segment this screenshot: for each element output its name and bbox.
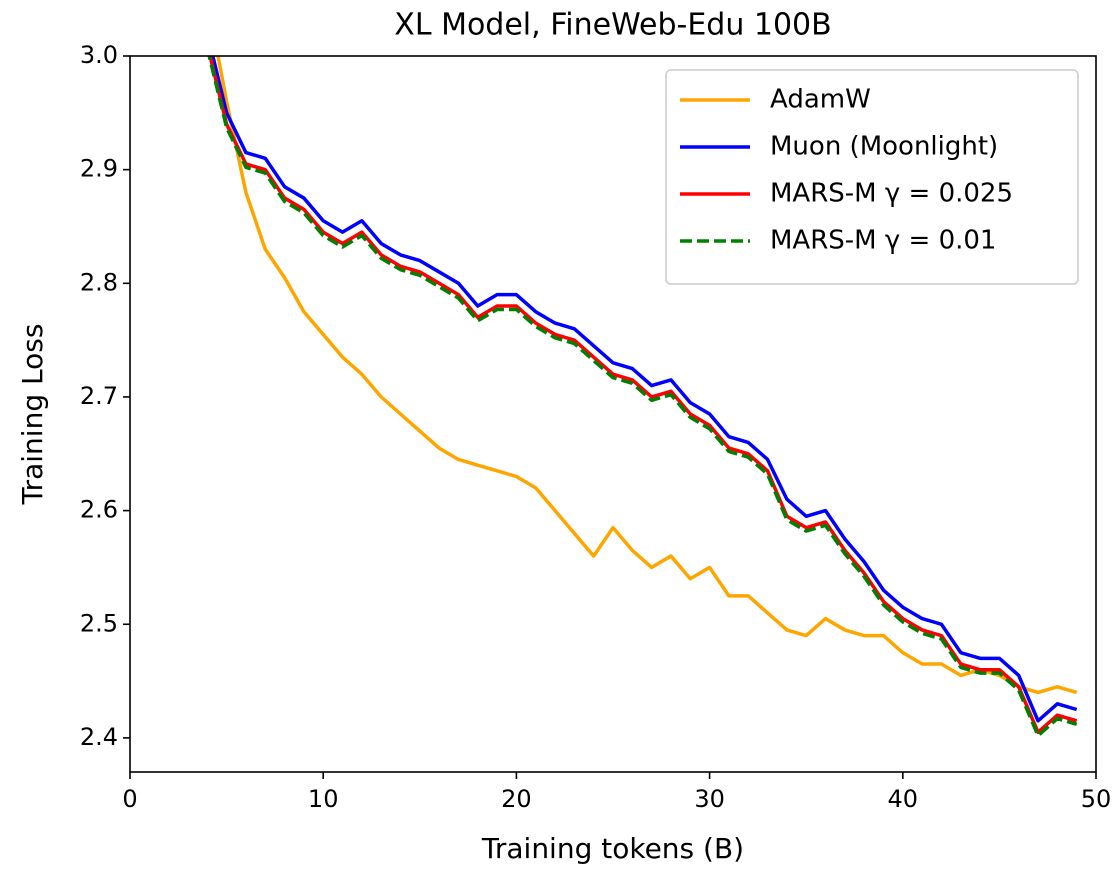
x-tick-label: 10 — [308, 785, 339, 813]
y-axis-label: Training Loss — [16, 324, 49, 506]
legend-label: MARS-M γ = 0.01 — [770, 226, 996, 256]
series-line — [207, 56, 1078, 738]
y-tick-label: 2.6 — [80, 496, 118, 524]
chart-title: XL Model, FineWeb-Edu 100B — [394, 8, 831, 43]
legend-label: Muon (Moonlight) — [770, 132, 998, 162]
x-axis-label: Training tokens (B) — [481, 832, 744, 865]
legend-label: AdamW — [770, 85, 871, 115]
plot-frame — [129, 55, 1097, 773]
x-tick-label: 20 — [501, 785, 532, 813]
series-line — [210, 56, 1078, 723]
x-tick-label: 40 — [888, 785, 919, 813]
y-tick-label: 3.0 — [80, 41, 118, 69]
x-tick-label: 0 — [122, 785, 137, 813]
series-line — [208, 56, 1078, 734]
series-line — [216, 56, 1078, 695]
x-tick-label: 30 — [694, 785, 725, 813]
y-tick-label: 2.5 — [80, 609, 118, 637]
y-tick-label: 2.4 — [80, 723, 118, 751]
y-tick-label: 2.9 — [80, 155, 118, 183]
legend-box — [665, 69, 1079, 285]
plot-lines — [207, 56, 1078, 738]
y-tick-label: 2.7 — [80, 382, 118, 410]
y-tick-label: 2.8 — [80, 268, 118, 296]
legend-label: MARS-M γ = 0.025 — [770, 179, 1013, 209]
x-tick-label: 50 — [1081, 785, 1112, 813]
